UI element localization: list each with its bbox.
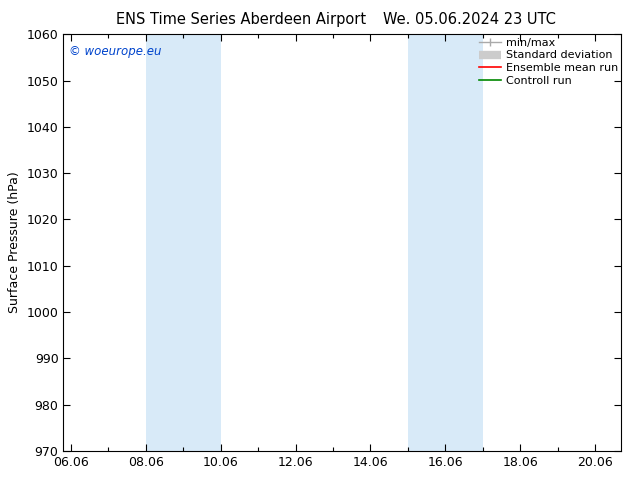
Text: ENS Time Series Aberdeen Airport: ENS Time Series Aberdeen Airport [116,12,366,27]
Y-axis label: Surface Pressure (hPa): Surface Pressure (hPa) [8,172,21,314]
Legend: min/max, Standard deviation, Ensemble mean run, Controll run: min/max, Standard deviation, Ensemble me… [479,38,618,86]
Text: We. 05.06.2024 23 UTC: We. 05.06.2024 23 UTC [383,12,555,27]
Bar [146,34,221,451]
Bar [408,34,482,451]
Text: © woeurope.eu: © woeurope.eu [69,45,162,58]
